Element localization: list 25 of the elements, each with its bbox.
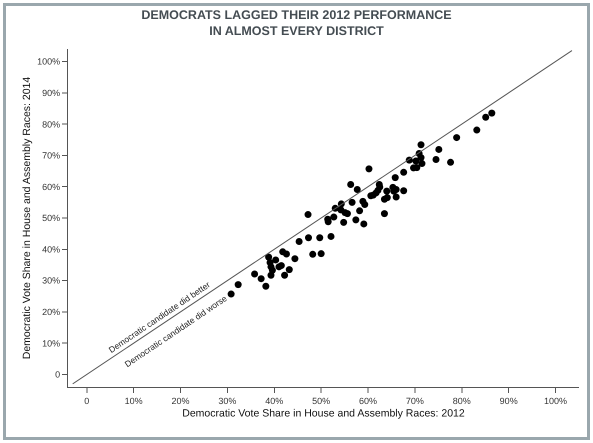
y-tick-label: 60% (42, 182, 60, 192)
y-axis-title: Democratic Vote Share in House and Assembly Races: 2014 (20, 76, 33, 360)
y-tick-label: 80% (42, 119, 60, 130)
x-tick-label: 10% (124, 396, 143, 406)
x-tick-label: 0 (84, 396, 90, 406)
x-tick-label: 40% (265, 396, 284, 406)
y-tick-label: 100% (37, 56, 60, 67)
y-tick-label: 0 (55, 370, 60, 380)
x-tick-label: 30% (218, 396, 236, 406)
y-tick-label: 10% (42, 338, 60, 348)
y-tick-label: 20% (42, 307, 60, 318)
x-tick-label: 60% (359, 396, 378, 406)
x-tick-label: 90% (500, 396, 518, 406)
y-tick-label: 70% (42, 150, 60, 161)
y-tick-label: 50% (42, 213, 60, 224)
chart-title: DEMOCRATS LAGGED THEIR 2012 PERFORMANCE IN ALMOST EVERY DISTRICT (141, 8, 452, 38)
x-axis-title: Democratic Vote Share in House and Assembly Races: 2012 (182, 408, 465, 420)
y-tick-label: 40% (42, 244, 60, 254)
x-tick-label: 80% (452, 396, 471, 406)
x-tick-label: 100% (544, 396, 568, 406)
y-tick-label: 90% (42, 88, 60, 98)
x-tick-label: 50% (312, 396, 330, 406)
y-tick-label: 30% (42, 276, 60, 286)
x-tick-label: 20% (172, 396, 190, 406)
x-tick-label: 70% (406, 396, 424, 406)
